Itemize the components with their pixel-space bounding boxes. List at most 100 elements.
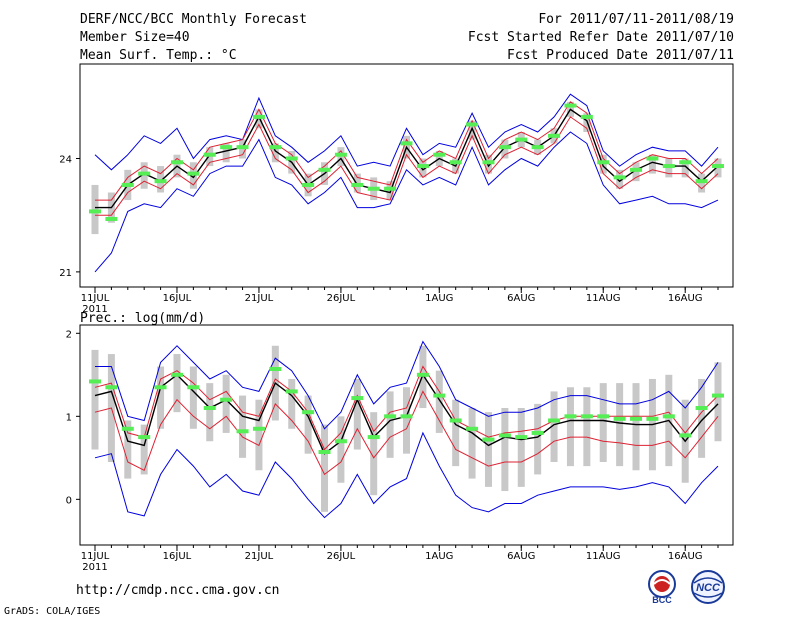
member-marker bbox=[351, 396, 364, 401]
x-tick-label: 21JUL bbox=[245, 551, 274, 562]
member-marker bbox=[695, 179, 708, 184]
member-marker bbox=[679, 160, 692, 165]
member-marker bbox=[498, 433, 511, 438]
x-tick-label: 11JUL bbox=[81, 551, 110, 562]
member-marker bbox=[302, 410, 315, 415]
spread-bar bbox=[140, 424, 148, 475]
spread-bar bbox=[370, 412, 378, 496]
member-marker bbox=[712, 164, 724, 169]
spread-bar bbox=[550, 391, 558, 462]
member-marker bbox=[515, 435, 528, 440]
member-marker bbox=[187, 385, 200, 390]
member-marker bbox=[351, 182, 364, 187]
ensemble-mean-line bbox=[95, 108, 719, 209]
member-marker bbox=[318, 450, 331, 455]
spread-bar bbox=[468, 120, 476, 140]
member-marker bbox=[236, 429, 249, 434]
spread-bar bbox=[255, 399, 263, 471]
forecast-produced-date: Fcst Produced Date 2011/07/11 bbox=[507, 48, 734, 63]
spread-bar bbox=[632, 383, 640, 471]
member-marker bbox=[449, 418, 462, 423]
spread-bar bbox=[403, 387, 410, 454]
spread-bar bbox=[91, 349, 99, 450]
spread-bar bbox=[452, 399, 460, 467]
x-tick-label: 16AUG bbox=[668, 551, 703, 562]
x-year-label: 2011 bbox=[82, 562, 107, 573]
member-marker bbox=[252, 426, 265, 431]
spread-bar bbox=[222, 143, 230, 163]
member-marker bbox=[220, 397, 233, 402]
y-tick-label: 24 bbox=[59, 154, 72, 165]
member-marker bbox=[334, 439, 347, 444]
member-marker bbox=[433, 393, 446, 398]
source-url[interactable]: http://cmdp.ncc.cma.gov.cn bbox=[76, 583, 280, 598]
spread-bar bbox=[616, 383, 624, 467]
member-marker bbox=[416, 372, 429, 377]
lower-outer-line bbox=[94, 131, 719, 273]
member-marker bbox=[695, 406, 708, 411]
member-marker bbox=[269, 145, 282, 150]
member-marker bbox=[170, 372, 183, 377]
member-marker bbox=[236, 145, 249, 150]
member-marker bbox=[187, 171, 200, 176]
lower-inner-line bbox=[94, 390, 719, 476]
member-marker bbox=[220, 145, 233, 150]
member-marker bbox=[105, 216, 118, 221]
member-marker bbox=[597, 414, 610, 419]
member-marker bbox=[548, 418, 561, 423]
y-tick-label: 2 bbox=[66, 329, 72, 340]
member-marker bbox=[367, 186, 380, 191]
spread-bar bbox=[435, 370, 443, 433]
member-marker bbox=[252, 114, 265, 119]
member-marker bbox=[400, 414, 413, 419]
spread-bar bbox=[714, 362, 722, 442]
spread-bar bbox=[288, 378, 296, 429]
bcc-logo: BCC bbox=[648, 570, 676, 605]
spread-bar bbox=[271, 143, 279, 163]
x-tick-label: 16JUL bbox=[163, 293, 192, 304]
temp-variable-label: Mean Surf. Temp.: °C bbox=[80, 48, 237, 63]
spread-bar bbox=[239, 395, 247, 458]
spread-bar bbox=[501, 408, 509, 492]
spread-bar bbox=[468, 408, 476, 479]
member-marker bbox=[580, 114, 593, 119]
member-marker bbox=[613, 416, 626, 421]
member-marker bbox=[170, 160, 183, 165]
x-tick-label: 26JUL bbox=[327, 551, 356, 562]
x-tick-label: 6AUG bbox=[507, 293, 535, 304]
ncc-logo: NCC bbox=[691, 570, 725, 604]
ncc-logo-text: NCC bbox=[696, 582, 721, 594]
member-marker bbox=[400, 141, 413, 146]
x-year-label: 2011 bbox=[82, 304, 107, 315]
y-tick-label: 21 bbox=[59, 268, 72, 279]
member-marker bbox=[679, 433, 692, 438]
x-tick-label: 26JUL bbox=[327, 293, 356, 304]
member-marker bbox=[712, 393, 724, 398]
member-marker bbox=[384, 414, 397, 419]
member-marker bbox=[646, 156, 659, 161]
x-tick-label: 11JUL bbox=[81, 293, 110, 304]
member-marker bbox=[531, 145, 544, 150]
spread-bar bbox=[353, 378, 361, 450]
x-tick-label: 16AUG bbox=[668, 293, 703, 304]
member-marker bbox=[269, 367, 282, 371]
y-tick-label: 1 bbox=[66, 412, 72, 423]
chart-title: DERF/NCC/BCC Monthly Forecast bbox=[80, 12, 307, 27]
member-marker bbox=[531, 430, 544, 435]
forecast-start-date: Fcst Started Refer Date 2011/07/10 bbox=[467, 30, 734, 45]
member-marker bbox=[564, 414, 577, 419]
x-tick-label: 21JUL bbox=[245, 293, 274, 304]
member-marker bbox=[564, 103, 577, 108]
member-marker bbox=[285, 389, 298, 394]
temperature-panel: 21 24 11JUL 16JUL 21JUL 26JUL 1AUG 6AUG 11AUG 16A… bbox=[59, 63, 734, 315]
spread-bar bbox=[124, 420, 132, 479]
member-marker bbox=[138, 171, 151, 176]
spread-bar bbox=[157, 366, 165, 429]
x-tick-label: 11AUG bbox=[586, 551, 621, 562]
member-marker bbox=[318, 167, 331, 172]
upper-inner-line bbox=[95, 101, 719, 201]
member-marker bbox=[515, 137, 528, 142]
spread-bar bbox=[337, 416, 345, 483]
member-marker bbox=[630, 167, 643, 172]
spread-bar bbox=[304, 395, 312, 454]
